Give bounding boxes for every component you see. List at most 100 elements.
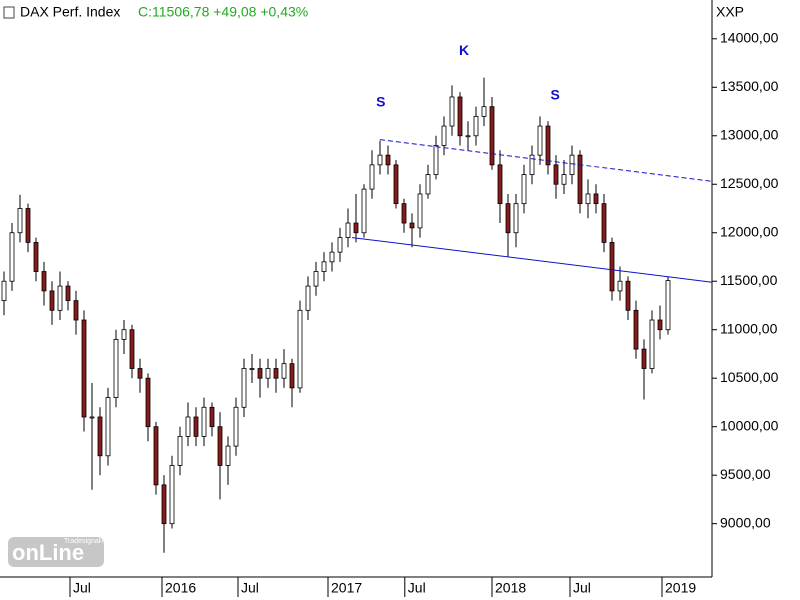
candle-body (313, 271, 319, 287)
candle-body (289, 363, 295, 389)
candle-body (249, 368, 255, 370)
y-tick-label: 9000,00 (720, 514, 771, 530)
header-icon (3, 6, 15, 19)
candle-body (185, 416, 191, 437)
candle-body (425, 174, 431, 195)
candle-body (657, 319, 663, 331)
candle-body (201, 406, 207, 437)
x-tick-label: 2018 (495, 580, 526, 596)
y-tick-label: 12000,00 (720, 223, 779, 239)
candle-body (513, 203, 519, 234)
candle-body (353, 222, 359, 234)
candle-body (209, 406, 215, 428)
y-tick-label: 13000,00 (720, 126, 779, 142)
candle-body (97, 416, 103, 457)
x-tick-label: 2016 (165, 580, 196, 596)
candle-body (409, 222, 415, 229)
candle-body (65, 285, 71, 302)
candle-body (25, 208, 31, 243)
candle-body (33, 242, 39, 272)
watermark-badge (8, 537, 104, 567)
x-tick-label: 2019 (665, 580, 696, 596)
candle-body (473, 115, 479, 137)
candle-body (625, 280, 631, 311)
x-tick-label: Jul (573, 580, 591, 596)
candle-body (665, 280, 671, 331)
y-tick-label: 13500,00 (720, 78, 779, 94)
candle-body (321, 261, 327, 272)
candle-body (113, 339, 119, 398)
candle-body (57, 285, 63, 311)
watermark-logo: onLine (12, 540, 84, 565)
candle-body (41, 271, 47, 292)
candle-body (553, 164, 559, 185)
candle-body (401, 203, 407, 224)
watermark-brand: Tradesignal® (64, 537, 106, 545)
candle-body (617, 280, 623, 292)
candle-body (305, 285, 311, 311)
candle-body (641, 348, 647, 369)
candle-body (385, 154, 391, 166)
chart-title: DAX Perf. Index (20, 4, 120, 20)
trendline (351, 237, 713, 283)
candle-body (17, 208, 23, 234)
candle-body (593, 193, 599, 205)
candle-body (345, 222, 351, 238)
candle-body (145, 377, 151, 428)
candle-body (529, 154, 535, 175)
x-tick-label: Jul (73, 580, 91, 596)
candle-body (569, 154, 575, 175)
candle-body (273, 368, 279, 379)
candle-body (521, 174, 527, 205)
candle-body (49, 290, 55, 311)
candle-body (137, 368, 143, 379)
y-tick-label: 10000,00 (720, 417, 779, 433)
candle-body (129, 329, 135, 369)
y-tick-label: 12500,00 (720, 175, 779, 191)
y-tick-label: 9500,00 (720, 466, 771, 482)
candle-body (497, 164, 503, 205)
candle-body (417, 193, 423, 229)
annotation: K (459, 42, 469, 58)
quote: C:11506,78 +49,08 +0,43% (138, 4, 308, 20)
candle-body (281, 363, 287, 379)
candle-body (457, 96, 463, 137)
candle-body (577, 154, 583, 205)
candle-body (393, 164, 399, 205)
candle-body (105, 397, 111, 457)
y-tick-label: 11000,00 (720, 320, 778, 336)
candle-body (609, 242, 615, 292)
candle-body (265, 368, 271, 379)
candle-body (225, 445, 231, 466)
candle-body (161, 484, 167, 525)
y-tick-label: 14000,00 (720, 29, 779, 45)
candle-body (481, 106, 487, 117)
candle-body (193, 416, 199, 437)
y-tick-label: 10500,00 (720, 369, 779, 385)
candle-body (489, 106, 495, 166)
candle-body (241, 368, 247, 408)
candle-body (601, 203, 607, 243)
candle-body (505, 203, 511, 234)
candle-body (169, 465, 175, 525)
y-axis-label: XXP (716, 4, 744, 20)
candle-body (9, 232, 15, 282)
candle-body (649, 319, 655, 369)
candle-body (177, 435, 183, 466)
x-tick-label: Jul (408, 580, 426, 596)
watermark: onLine Tradesignal® (8, 537, 106, 567)
candle-body (337, 237, 343, 253)
candle-body (329, 251, 335, 263)
candle-body (361, 188, 367, 234)
candle-body (633, 309, 639, 350)
x-tick-label: Jul (241, 580, 259, 596)
candle-body (89, 416, 95, 419)
candle-body (257, 368, 263, 379)
candle-body (377, 154, 383, 166)
candle-body (81, 319, 87, 418)
candle-body (433, 145, 439, 175)
candle-body (441, 125, 447, 146)
annotation: S (551, 87, 560, 103)
candle-body (585, 193, 591, 205)
candle-body (561, 174, 567, 185)
